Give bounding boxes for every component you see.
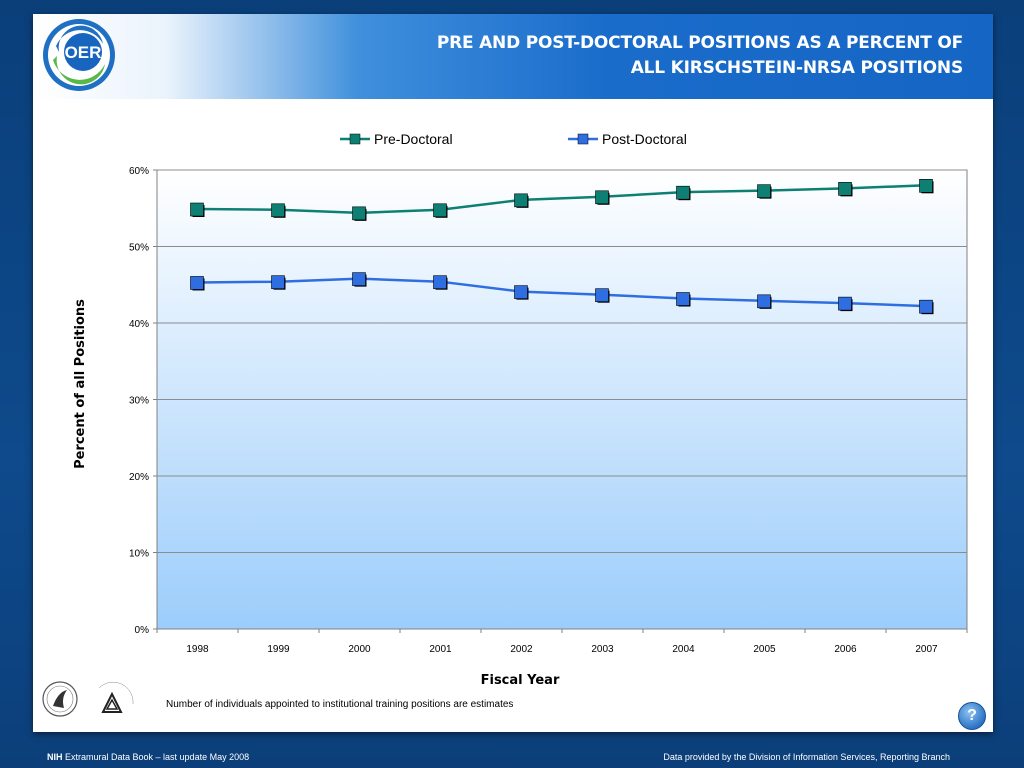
data-point [271,203,285,218]
data-point [757,294,771,309]
series-line-1 [197,277,927,308]
x-tick-label: 2004 [672,644,695,655]
legend-marker [577,133,589,145]
y-tick-label: 60% [129,166,149,177]
legend-label: Pre-Doctoral [374,131,453,147]
data-point [271,275,285,289]
data-point [676,185,690,200]
x-axis-label: Fiscal Year [481,673,560,688]
y-tick-label: 40% [129,319,149,330]
title-line-1: PRE AND POST-DOCTORAL POSITIONS AS A PER… [436,33,963,53]
data-point [514,285,528,299]
x-tick-label: 1999 [267,644,290,655]
agency-seals [42,681,134,717]
series-markers [190,179,934,315]
series-line-0 [197,184,927,215]
data-point [433,203,447,218]
data-point [757,184,771,198]
legend: Pre-Doctoral Post-Doctoral [340,131,687,147]
y-axis-label: Percent of all Positions [73,299,88,469]
data-point [838,296,852,311]
data-point [919,179,933,193]
hhs-seal-icon [42,681,78,717]
x-axis: 1998 1999 2000 2001 2002 2003 2004 2005 2006 2007 [156,629,968,655]
legend-marker [349,133,361,145]
y-tick-label: 20% [129,472,149,483]
gridlines [157,169,967,553]
footnote: Number of individuals appointed to insti… [166,699,514,710]
x-tick-label: 2006 [834,644,857,655]
x-tick-label: 2000 [348,644,371,655]
x-tick-label: 2005 [753,644,776,655]
data-point [433,275,447,289]
help-button[interactable]: ? [958,702,986,730]
data-point [595,288,609,302]
footer-left: NIH Extramural Data Book – last update M… [47,752,249,762]
nih-seal-icon [98,682,134,713]
title-line-2: ALL KIRSCHSTEIN-NRSA POSITIONS [630,58,964,78]
data-point [190,202,204,217]
x-tick-label: 2007 [915,644,938,655]
data-point [595,190,609,205]
data-point [919,299,933,314]
data-point [676,292,690,306]
y-tick-label: 50% [129,243,149,254]
x-tick-label: 1998 [186,644,209,655]
legend-label: Post-Doctoral [602,131,687,147]
y-tick-label: 0% [135,625,150,636]
x-tick-label: 2003 [591,644,614,655]
footer-databook: Extramural Data Book – last update May 2… [62,752,250,762]
data-point [352,206,366,221]
y-tick-label: 30% [129,396,149,407]
x-tick-label: 2001 [429,644,452,655]
oer-logo: OER [43,19,115,91]
data-point [190,276,204,290]
page-title: PRE AND POST-DOCTORAL POSITIONS AS A PER… [323,31,963,81]
logo-text: OER [65,43,102,62]
data-point [838,182,852,196]
series-lines [197,184,927,308]
y-axis: 0% 10% 20% 30% 40% 50% 60% [129,166,157,636]
x-tick-label: 2002 [510,644,533,655]
footer-right: Data provided by the Division of Informa… [663,752,950,762]
footer-nih: NIH [47,752,63,762]
data-point [352,272,366,286]
y-tick-label: 10% [129,549,149,560]
data-point [514,193,528,208]
slide-header: OER PRE AND POST-DOCTORAL POSITIONS AS A… [33,14,993,99]
